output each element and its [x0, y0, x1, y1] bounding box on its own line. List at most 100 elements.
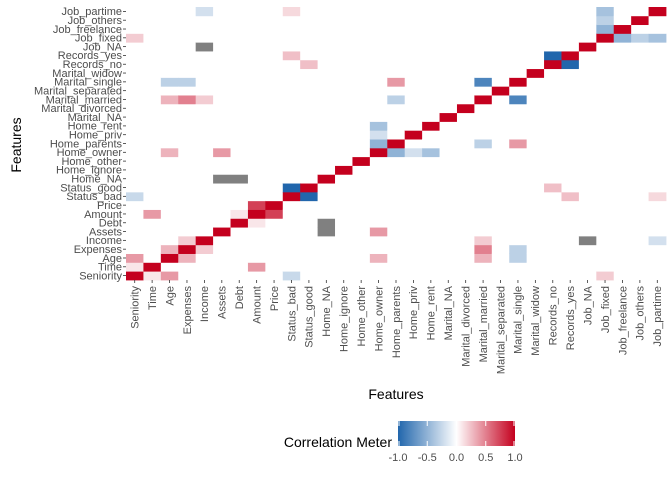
heatmap-cell — [544, 139, 562, 149]
heatmap-cell — [439, 227, 458, 237]
heatmap-cell — [352, 165, 371, 175]
heatmap-cell — [335, 227, 353, 237]
heatmap-cell — [230, 7, 249, 17]
heatmap-cell — [631, 15, 649, 26]
heatmap-cell — [369, 209, 388, 219]
heatmap-cell — [526, 174, 545, 184]
heatmap-cell — [213, 174, 231, 184]
heatmap-cell — [526, 209, 545, 219]
x-tick-label: Home_rent — [426, 286, 438, 340]
heatmap-cell — [387, 77, 406, 87]
heatmap-cell — [544, 24, 562, 34]
heatmap-cell — [335, 174, 353, 184]
y-tick-label: Marital_separated — [34, 85, 122, 97]
heatmap-cell — [247, 95, 266, 105]
heatmap-cell — [282, 227, 301, 237]
heatmap-cell — [613, 156, 632, 166]
heatmap-cell — [648, 165, 667, 175]
heatmap-cell — [160, 24, 179, 34]
heatmap-cell — [631, 165, 649, 175]
heatmap-cell — [213, 235, 231, 246]
heatmap-cell — [195, 7, 214, 17]
heatmap-cell — [631, 183, 649, 193]
y-axis-ticks: SeniorityTimeAgeExpensesIncomeAssetsDebt… — [34, 6, 126, 282]
heatmap-cell — [282, 33, 301, 43]
heatmap-cell — [422, 68, 440, 78]
heatmap-cell — [160, 174, 179, 184]
heatmap-cell — [282, 218, 301, 228]
heatmap-cell — [456, 191, 475, 202]
heatmap-cell — [561, 183, 580, 193]
heatmap-cell — [509, 121, 528, 131]
heatmap-cell — [160, 262, 179, 272]
heatmap-cell — [265, 121, 284, 131]
heatmap-cell — [491, 68, 510, 78]
heatmap-cell — [265, 235, 284, 246]
heatmap-cell — [561, 271, 580, 281]
heatmap-cell — [335, 59, 353, 70]
heatmap-cell — [247, 24, 266, 34]
heatmap-cell — [474, 77, 493, 87]
heatmap-cell — [335, 183, 353, 193]
heatmap-cell — [317, 191, 336, 202]
heatmap-cell — [474, 7, 493, 17]
heatmap-cell — [300, 130, 319, 140]
heatmap-cell — [422, 130, 440, 140]
heatmap-cell — [300, 24, 319, 34]
heatmap-cell — [404, 271, 423, 281]
heatmap-cell — [282, 130, 301, 140]
heatmap-cell — [213, 103, 231, 114]
heatmap-cell — [387, 7, 406, 17]
heatmap-cell — [160, 112, 179, 122]
heatmap-cell — [230, 147, 249, 158]
heatmap-cell — [474, 59, 493, 70]
heatmap-cell — [544, 165, 562, 175]
heatmap-cell — [509, 68, 528, 78]
heatmap-cell — [352, 77, 371, 87]
heatmap-cell — [300, 68, 319, 78]
heatmap-cell — [265, 77, 284, 87]
heatmap-cell — [456, 77, 475, 87]
heatmap-cell — [352, 271, 371, 281]
heatmap-cell — [439, 165, 458, 175]
heatmap-cell — [561, 235, 580, 246]
heatmap-cell — [369, 262, 388, 272]
heatmap-cell — [491, 59, 510, 70]
heatmap-cell — [195, 262, 214, 272]
y-tick-label: Records_no — [63, 59, 122, 71]
heatmap-cell — [178, 59, 197, 70]
heatmap-cell — [143, 33, 162, 43]
heatmap-cell — [561, 59, 580, 70]
heatmap-cell — [335, 165, 353, 175]
heatmap-cell — [631, 42, 649, 52]
heatmap-cell — [474, 130, 493, 140]
heatmap-cell — [317, 15, 336, 26]
heatmap-cell — [561, 112, 580, 122]
heatmap-cell — [265, 183, 284, 193]
heatmap-cell — [439, 200, 458, 210]
heatmap-cell — [317, 24, 336, 34]
heatmap-cell — [422, 51, 440, 61]
heatmap-cell — [126, 103, 144, 114]
heatmap-cell — [439, 68, 458, 78]
heatmap-cell — [213, 139, 231, 149]
heatmap-cell — [369, 156, 388, 166]
heatmap-cell — [265, 271, 284, 281]
heatmap-cell — [526, 59, 545, 70]
heatmap-cell — [178, 235, 197, 246]
heatmap-cell — [230, 244, 249, 254]
heatmap-cell — [474, 103, 493, 114]
y-tick-label: Age — [102, 253, 122, 265]
heatmap-cell — [474, 42, 493, 52]
legend-tick-label: -1.0 — [389, 452, 408, 464]
heatmap-cell — [526, 139, 545, 149]
heatmap-cell — [352, 121, 371, 131]
heatmap-cell — [126, 7, 144, 17]
heatmap-cell — [544, 200, 562, 210]
heatmap-cell — [335, 103, 353, 114]
heatmap-cell — [160, 191, 179, 202]
heatmap-cell — [126, 183, 144, 193]
heatmap-cell — [491, 156, 510, 166]
heatmap-cell — [230, 139, 249, 149]
heatmap-cell — [526, 24, 545, 34]
